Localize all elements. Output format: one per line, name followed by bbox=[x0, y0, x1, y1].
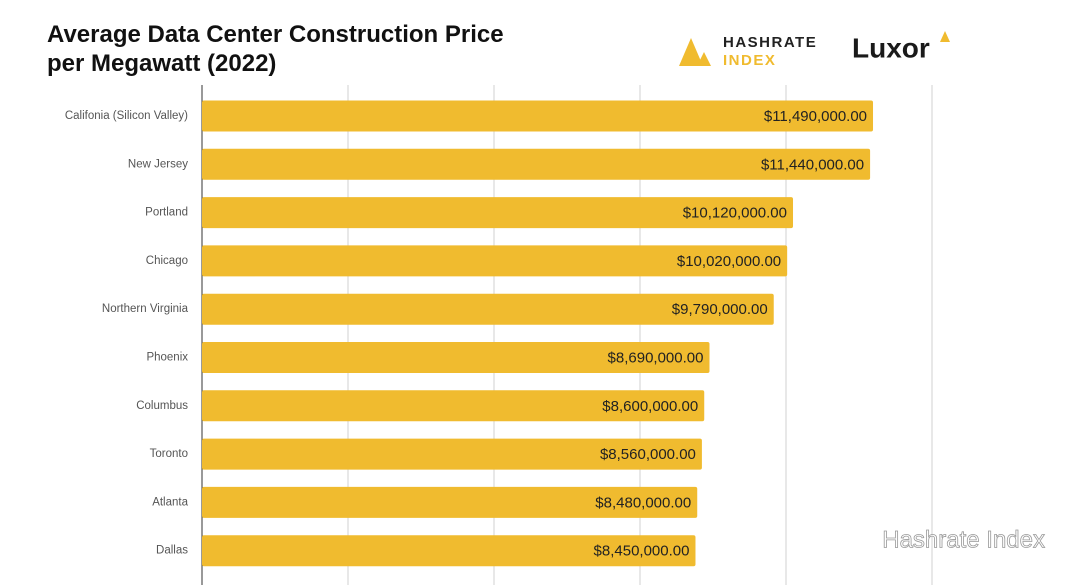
bar bbox=[202, 197, 794, 229]
y-tick-label: Columbus bbox=[136, 400, 188, 412]
y-tick-label: Phoenix bbox=[146, 352, 188, 364]
bar bbox=[202, 148, 871, 180]
y-tick-label: Portland bbox=[145, 207, 188, 219]
logo-icon bbox=[697, 52, 711, 66]
bar bbox=[202, 245, 788, 277]
watermark: Hashrate Index bbox=[882, 526, 1045, 553]
chart-title: Average Data Center Construction Price p… bbox=[47, 21, 504, 77]
bar bbox=[202, 342, 710, 373]
value-label: $11,440,000.00 bbox=[761, 156, 864, 173]
bar bbox=[202, 293, 774, 325]
value-label: $8,600,000.00 bbox=[602, 398, 698, 415]
logo-text: INDEX bbox=[723, 52, 776, 69]
y-tick-label: New Jersey bbox=[128, 158, 188, 170]
value-label: $11,490,000.00 bbox=[764, 108, 867, 125]
y-tick-label: Atlanta bbox=[152, 496, 188, 508]
y-tick-label: Dallas bbox=[156, 545, 188, 557]
bar bbox=[202, 390, 705, 422]
y-tick-label: Northern Virginia bbox=[102, 303, 189, 315]
bar bbox=[202, 100, 874, 132]
bar bbox=[202, 535, 696, 567]
bar bbox=[202, 438, 702, 470]
logo-icon bbox=[679, 38, 703, 66]
value-label: $10,020,000.00 bbox=[677, 253, 781, 270]
y-tick-label: Chicago bbox=[146, 255, 188, 267]
value-label: $9,790,000.00 bbox=[672, 301, 768, 318]
logo-icon bbox=[940, 31, 950, 42]
logo-text: HASHRATE bbox=[723, 34, 817, 51]
value-label: $8,450,000.00 bbox=[594, 543, 690, 560]
value-label: $8,480,000.00 bbox=[595, 494, 691, 511]
logo-text: Luxor bbox=[852, 32, 930, 63]
plot: Califonia (Silicon Valley) $11,490,000.00… bbox=[65, 85, 933, 585]
y-tick-label: Toronto bbox=[150, 448, 188, 460]
bar bbox=[202, 486, 698, 518]
value-label: $10,120,000.00 bbox=[683, 205, 787, 222]
value-label: $8,560,000.00 bbox=[600, 446, 696, 463]
value-label: $8,690,000.00 bbox=[608, 349, 704, 366]
y-tick-label: Califonia (Silicon Valley) bbox=[65, 110, 188, 122]
